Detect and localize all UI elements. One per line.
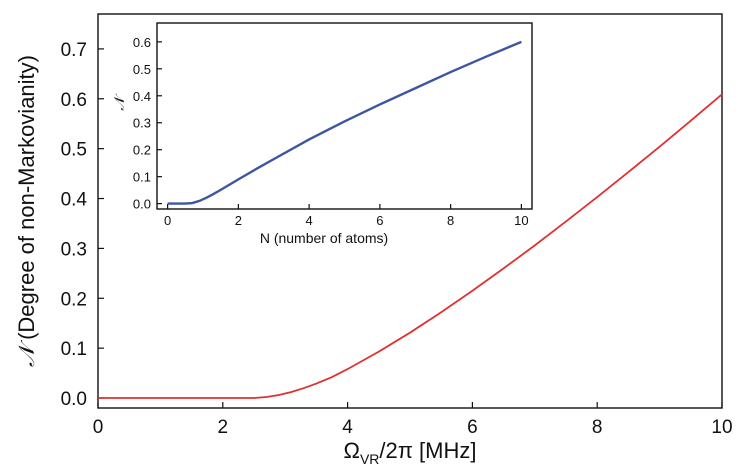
inset-x-tick-label: 2 xyxy=(235,213,242,228)
main-x-tick-label: 8 xyxy=(592,417,603,438)
inset-y-tick-label: 0.2 xyxy=(133,143,151,158)
main-y-tick-label: 0.4 xyxy=(61,190,88,211)
inset-y-tick-label: 0.4 xyxy=(133,89,151,104)
inset-y-tick-label: 0.5 xyxy=(133,62,151,77)
inset-x-tick-label: 4 xyxy=(306,213,313,228)
inset-y-axis-title: 𝒩 xyxy=(112,93,128,111)
main-y-tick-label: 0.3 xyxy=(61,239,87,260)
inset-x-tick-label: 10 xyxy=(514,213,528,228)
inset-x-axis-title: N (number of atoms) xyxy=(260,230,388,246)
main-x-tick-label: 2 xyxy=(218,417,229,438)
inset-x-tick-label: 6 xyxy=(376,213,383,228)
main-x-axis-title: ΩVR/2π [MHz] xyxy=(344,438,477,467)
main-x-tick-label: 6 xyxy=(467,417,478,438)
main-y-tick-label: 0.5 xyxy=(61,140,87,161)
x-title-symbol: Ω xyxy=(344,438,360,463)
inset-plot-frame xyxy=(156,22,533,210)
inset-plot: 0 2 4 6 8 10 0.0 0.1 0.2 0.3 0.4 0.5 0.6 N (number … xyxy=(112,22,533,246)
main-y-tick-label: 0.6 xyxy=(61,90,87,111)
y-title-text: (Degree of non-Markovianity) xyxy=(14,55,39,340)
inset-series-line xyxy=(167,40,522,205)
inset-y-tick-label: 0.6 xyxy=(133,35,151,50)
x-title-rest: /2π [MHz] xyxy=(379,438,476,463)
main-series-line xyxy=(98,93,723,399)
main-y-tick-label: 0.1 xyxy=(61,339,87,360)
y-title-symbol: 𝒩 xyxy=(15,339,40,367)
main-x-axis: 0 2 4 6 8 10 xyxy=(93,402,733,438)
inset-x-axis: 0 2 4 6 8 10 xyxy=(164,204,529,228)
main-y-tick-label: 0.7 xyxy=(61,40,87,61)
x-title-subscript: VR xyxy=(360,451,379,467)
inset-y-axis: 0.0 0.1 0.2 0.3 0.4 0.5 0.6 xyxy=(133,35,162,212)
main-y-tick-label: 0.0 xyxy=(61,389,87,410)
inset-x-tick-label: 0 xyxy=(164,213,171,228)
inset-y-tick-label: 0.0 xyxy=(133,197,151,212)
main-x-tick-label: 10 xyxy=(711,417,732,438)
inset-plot-background xyxy=(157,23,532,209)
inset-x-tick-label: 8 xyxy=(447,213,454,228)
main-x-tick-label: 4 xyxy=(342,417,353,438)
main-y-axis: 0.0 0.1 0.2 0.3 0.4 0.5 0.6 0.7 xyxy=(61,40,104,410)
inset-y-tick-label: 0.1 xyxy=(133,170,151,185)
inset-y-tick-label: 0.3 xyxy=(133,116,151,131)
main-plot-frame xyxy=(97,13,723,409)
main-y-axis-title: 𝒩(Degree of non-Markovianity) xyxy=(14,55,40,367)
main-plot: 0 2 4 6 8 10 0.0 0.1 0.2 0.3 0.4 0.5 0.6 0.7 ΩVR/2π … xyxy=(14,13,733,467)
main-x-tick-label: 0 xyxy=(93,417,104,438)
main-y-tick-label: 0.2 xyxy=(61,289,87,310)
